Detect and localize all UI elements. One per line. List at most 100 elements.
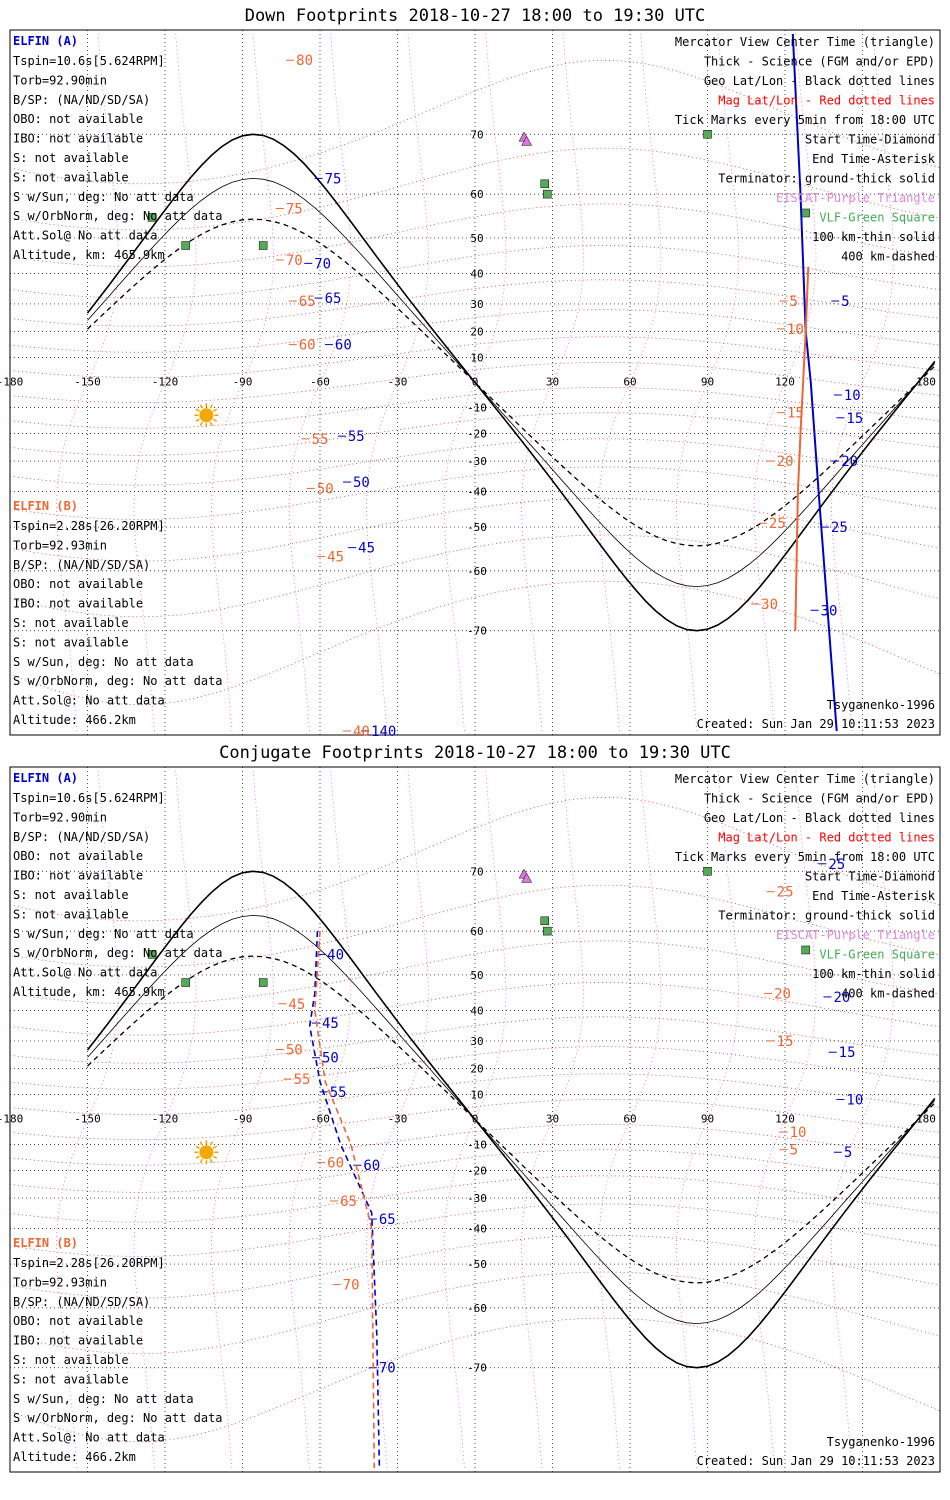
satellite-info-line: S w/OrbNorm, deg: No att data (13, 209, 223, 223)
satellite-info-line: Tspin=2.28s[26.20RPM] (13, 519, 165, 533)
time-tick-label: 15 (787, 406, 804, 422)
satellite-info-line: IBO: not available (13, 597, 143, 611)
sun-ray (199, 1158, 203, 1164)
time-tick-label: 60 (327, 1156, 344, 1172)
time-tick-label: 40 (353, 724, 370, 740)
time-tick-label: 25 (777, 885, 794, 901)
lat-tick-label: -50 (467, 521, 487, 534)
time-tick-label: 30 (821, 603, 838, 619)
legend-entry: End Time-Asterisk (812, 889, 936, 903)
time-tick-label: 65 (379, 1212, 396, 1228)
time-tick-label: 15 (777, 1034, 794, 1050)
satellite-info-line: S w/Sun, deg: No att data (13, 190, 194, 204)
time-tick-label: 70 (286, 253, 303, 269)
track-elfin-b (794, 266, 810, 631)
time-tick-label: 10 (844, 388, 861, 404)
sun-ray (209, 404, 213, 409)
mag-lat-line (9, 580, 941, 706)
time-tick-label: 70 (314, 256, 331, 272)
lon-tick-label: 120 (775, 1113, 795, 1126)
satellite-info-line: S w/OrbNorm, deg: No att data (13, 1411, 223, 1425)
legend-entry: 100 km-thin solid (812, 230, 935, 244)
terminator-line (86, 870, 936, 1369)
satellite-info-line: Tspin=10.6s[5.624RPM] (13, 791, 165, 805)
time-tick-label: 45 (327, 550, 344, 566)
satellite-info-line: Att.Sol@: No att data (13, 1431, 165, 1445)
mag-lat-line (9, 534, 941, 618)
time-tick-label: 50 (286, 1042, 303, 1058)
satellite-info-line: S: not available (13, 1353, 129, 1367)
lat-tick-label: -10 (467, 402, 487, 415)
legend-entry: VLF-Green Square (819, 948, 935, 962)
legend-entry: Terminator: ground-thick solid (718, 909, 935, 923)
time-tick-label: 80 (296, 53, 313, 69)
lat-tick-label: 30 (470, 1035, 483, 1048)
lat-tick-label: 20 (470, 326, 483, 339)
satellite-info-line: B/SP: (NA/ND/SD/SA) (13, 1295, 150, 1309)
time-tick-label: 55 (294, 1072, 311, 1088)
lon-tick-label: -150 (74, 1113, 101, 1126)
satellite-info-line: IBO: not available (13, 869, 143, 883)
satellite-info-line: S: not available (13, 616, 129, 630)
satellite-info-line: S: not available (13, 907, 129, 921)
legend-entry: 400 km-dashed (841, 987, 935, 1001)
legend-entry: Start Time-Diamond (805, 133, 935, 147)
satellite-info-line: IBO: not available (13, 1334, 143, 1348)
lon-tick-label: -150 (74, 376, 101, 389)
satellite-info-line: OBO: not available (13, 112, 143, 126)
time-tick-label: 20 (841, 454, 858, 470)
time-tick-label: 55 (312, 432, 329, 448)
satellite-info-line: OBO: not available (13, 1314, 143, 1328)
satellite-info-line: Altitude: 466.2km (13, 713, 136, 727)
lat-tick-label: -60 (467, 1302, 487, 1315)
time-tick-label: 75 (325, 171, 342, 187)
legend-entry: Thick - Science (FGM and/or EPD) (704, 55, 935, 69)
model-label: Tsyganenko-1996 (827, 1435, 935, 1449)
time-tick-label: 20 (774, 986, 791, 1002)
track-elfin-a (308, 931, 381, 1469)
sun-ray (195, 418, 200, 422)
time-tick-label: 45 (288, 997, 305, 1013)
terminator-line (87, 177, 936, 588)
lon-tick-label: -180 (0, 1113, 23, 1126)
time-tick-label: 70 (343, 1278, 360, 1294)
sun-ray (212, 1145, 218, 1149)
vlf-station-marker (543, 189, 552, 199)
time-tick-label: 65 (325, 291, 342, 307)
time-tick-label: 20 (834, 990, 851, 1006)
mag-lat-line (9, 59, 941, 185)
lon-tick-label: 30 (546, 376, 559, 389)
time-tick-label: 70 (379, 1361, 396, 1377)
legend-entry: Geo Lat/Lon - Black dotted lines (704, 811, 935, 825)
mag-lat-line (9, 245, 941, 299)
time-tick-label: 60 (335, 338, 352, 354)
vlf-station-marker (543, 926, 552, 936)
eiscat-station-marker (521, 135, 533, 146)
satellite-name: ELFIN (B) (13, 1236, 78, 1250)
time-tick-label: 15 (846, 411, 863, 427)
satellite-info-line: S: not available (13, 888, 129, 902)
legend-entry: Tick Marks every 5min from 18:00 UTC (675, 113, 935, 127)
terminator-line (87, 218, 936, 547)
legend-entry: Mag Lat/Lon - Red dotted lines (718, 831, 935, 845)
satellite-info-line: S: not available (13, 635, 129, 649)
lat-tick-label: -30 (467, 1192, 487, 1205)
satellite-info-line: S: not available (13, 151, 129, 165)
mag-lat-line (9, 1271, 941, 1355)
time-tick-label: 25 (769, 516, 786, 532)
time-tick-label: 75 (286, 201, 303, 217)
satellite-info-line: B/SP: (NA/ND/SD/SA) (13, 830, 150, 844)
vlf-station-marker (703, 130, 712, 139)
legend-entry: Mercator View Center Time (triangle) (675, 772, 935, 786)
satellite-info-line: S w/Sun, deg: No att data (13, 655, 194, 669)
sun-ray (195, 1155, 200, 1159)
time-tick-label: 40 (327, 947, 344, 963)
lon-tick-label: -180 (0, 376, 23, 389)
lon-tick-label: -30 (388, 376, 408, 389)
lat-tick-label: 40 (470, 267, 483, 280)
legend-entry: Terminator: ground-thick solid (718, 172, 935, 186)
sun-ray (209, 1141, 213, 1146)
lon-tick-label: 60 (623, 1113, 636, 1126)
sun-ray (212, 408, 218, 412)
